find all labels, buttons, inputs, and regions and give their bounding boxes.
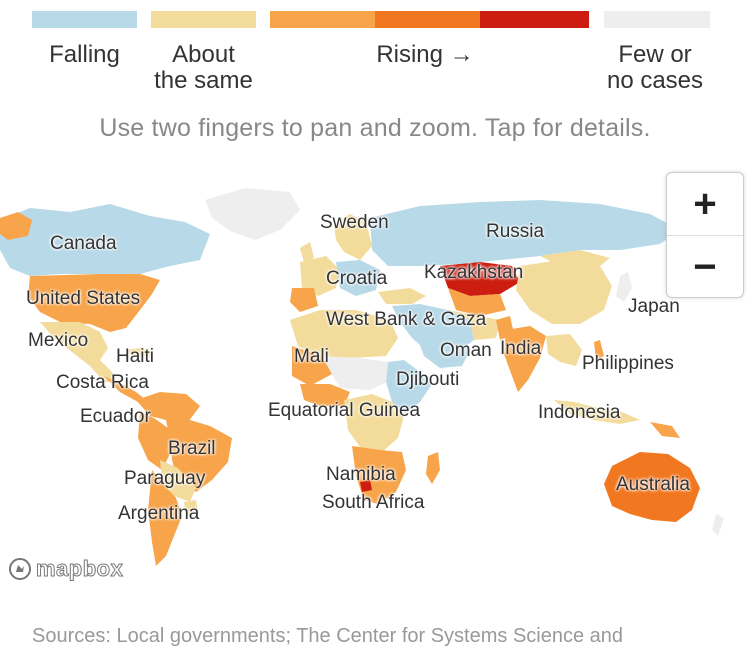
north-africa-shape bbox=[290, 310, 398, 358]
label-croatia[interactable]: Croatia bbox=[326, 268, 388, 289]
legend-swatch-falling bbox=[32, 11, 137, 28]
usa-shape bbox=[28, 274, 160, 332]
legend-swatch-few-cases bbox=[604, 11, 710, 28]
label-ecuador[interactable]: Ecuador bbox=[80, 406, 151, 427]
label-indonesia[interactable]: Indonesia bbox=[538, 402, 621, 423]
caribbean-shape bbox=[126, 348, 152, 356]
map-instructions: Use two fingers to pan and zoom. Tap for… bbox=[99, 114, 651, 142]
zoom-in-button[interactable]: + bbox=[693, 181, 717, 226]
argentina-chile-shape bbox=[148, 470, 182, 566]
australia-shape bbox=[604, 452, 700, 522]
greenland-shape bbox=[205, 188, 300, 240]
arabia-shape bbox=[416, 334, 470, 368]
china-shape bbox=[516, 260, 612, 324]
label-sweden[interactable]: Sweden bbox=[320, 212, 389, 233]
japan-shape bbox=[616, 272, 632, 302]
mapbox-icon bbox=[9, 558, 31, 580]
legend-swatch-rising-low bbox=[270, 11, 375, 28]
colombia-venezuela-shape bbox=[136, 392, 200, 422]
legend-swatch-rising-high bbox=[480, 11, 589, 28]
legend-label-falling: Falling bbox=[49, 41, 120, 68]
legend-label-few-cases: Few or no cases bbox=[606, 41, 704, 94]
label-oman[interactable]: Oman bbox=[440, 340, 492, 361]
ecuador-peru-shape bbox=[138, 412, 172, 470]
zoom-out-button[interactable]: − bbox=[667, 235, 743, 298]
label-canada[interactable]: Canada bbox=[50, 233, 117, 254]
western-europe-shape bbox=[300, 256, 340, 296]
png-shape bbox=[650, 422, 680, 438]
label-mexico[interactable]: Mexico bbox=[28, 330, 89, 351]
scandinavia-shape bbox=[334, 214, 372, 260]
legend-swatch-about-same bbox=[151, 11, 256, 28]
central-africa-shape bbox=[344, 394, 404, 452]
zoom-control: + − bbox=[666, 172, 744, 298]
kazakhstan-shape bbox=[440, 262, 520, 296]
mexico-shape bbox=[40, 322, 118, 382]
sources-text: Sources: Local governments; The Center f… bbox=[32, 625, 624, 647]
central-america-shape bbox=[104, 376, 146, 402]
label-india[interactable]: India bbox=[500, 338, 542, 359]
label-united-states[interactable]: United States bbox=[26, 288, 141, 309]
label-costa-rica[interactable]: Costa Rica bbox=[56, 372, 149, 393]
legend-label-rising: Rising → bbox=[376, 41, 474, 68]
uruguay-shape bbox=[184, 500, 198, 516]
label-argentina[interactable]: Argentina bbox=[118, 503, 200, 524]
label-mali[interactable]: Mali bbox=[294, 346, 329, 367]
sahel-shape bbox=[322, 356, 392, 390]
legend-swatch-rising-mid bbox=[375, 11, 480, 28]
south-africa-highlight-shape bbox=[360, 480, 372, 492]
east-africa-shape bbox=[386, 360, 432, 414]
southeast-asia-shape bbox=[546, 334, 582, 366]
label-equatorial-guinea[interactable]: Equatorial Guinea bbox=[268, 400, 421, 421]
india-shape bbox=[504, 326, 546, 392]
turkey-shape bbox=[378, 288, 426, 304]
label-paraguay[interactable]: Paraguay bbox=[124, 468, 206, 489]
label-namibia[interactable]: Namibia bbox=[326, 464, 396, 485]
west-africa-shape bbox=[300, 384, 350, 406]
mongolia-shape bbox=[540, 250, 610, 266]
canada-shape bbox=[0, 204, 210, 276]
new-zealand-shape bbox=[712, 514, 724, 536]
label-djibouti[interactable]: Djibouti bbox=[396, 369, 460, 390]
label-russia[interactable]: Russia bbox=[486, 221, 545, 242]
label-japan[interactable]: Japan bbox=[628, 296, 680, 317]
legend-label-about-same: About the same bbox=[154, 41, 253, 94]
label-west-bank-gaza[interactable]: West Bank & Gaza bbox=[326, 309, 487, 330]
label-australia[interactable]: Australia bbox=[616, 474, 690, 495]
bolivia-paraguay-shape bbox=[160, 460, 196, 502]
uk-shape bbox=[300, 242, 314, 262]
iberia-shape bbox=[290, 288, 318, 312]
central-europe-shape bbox=[336, 260, 380, 296]
mapbox-wordmark: mapbox bbox=[35, 556, 124, 582]
madagascar-shape bbox=[426, 452, 440, 484]
label-philippines[interactable]: Philippines bbox=[582, 353, 674, 374]
iran-shape bbox=[448, 310, 500, 340]
philippines-shape bbox=[594, 340, 604, 360]
indonesia-shape bbox=[554, 400, 640, 424]
label-kazakhstan[interactable]: Kazakhstan bbox=[424, 262, 524, 283]
label-haiti[interactable]: Haiti bbox=[116, 346, 155, 367]
world-map[interactable] bbox=[0, 170, 750, 590]
russia-shape bbox=[370, 200, 680, 266]
alaska-shape bbox=[0, 212, 32, 240]
label-south-africa[interactable]: South Africa bbox=[322, 492, 425, 513]
mapbox-logo[interactable]: mapbox bbox=[8, 556, 123, 582]
label-brazil[interactable]: Brazil bbox=[168, 438, 216, 459]
central-asia-shape bbox=[448, 288, 506, 316]
